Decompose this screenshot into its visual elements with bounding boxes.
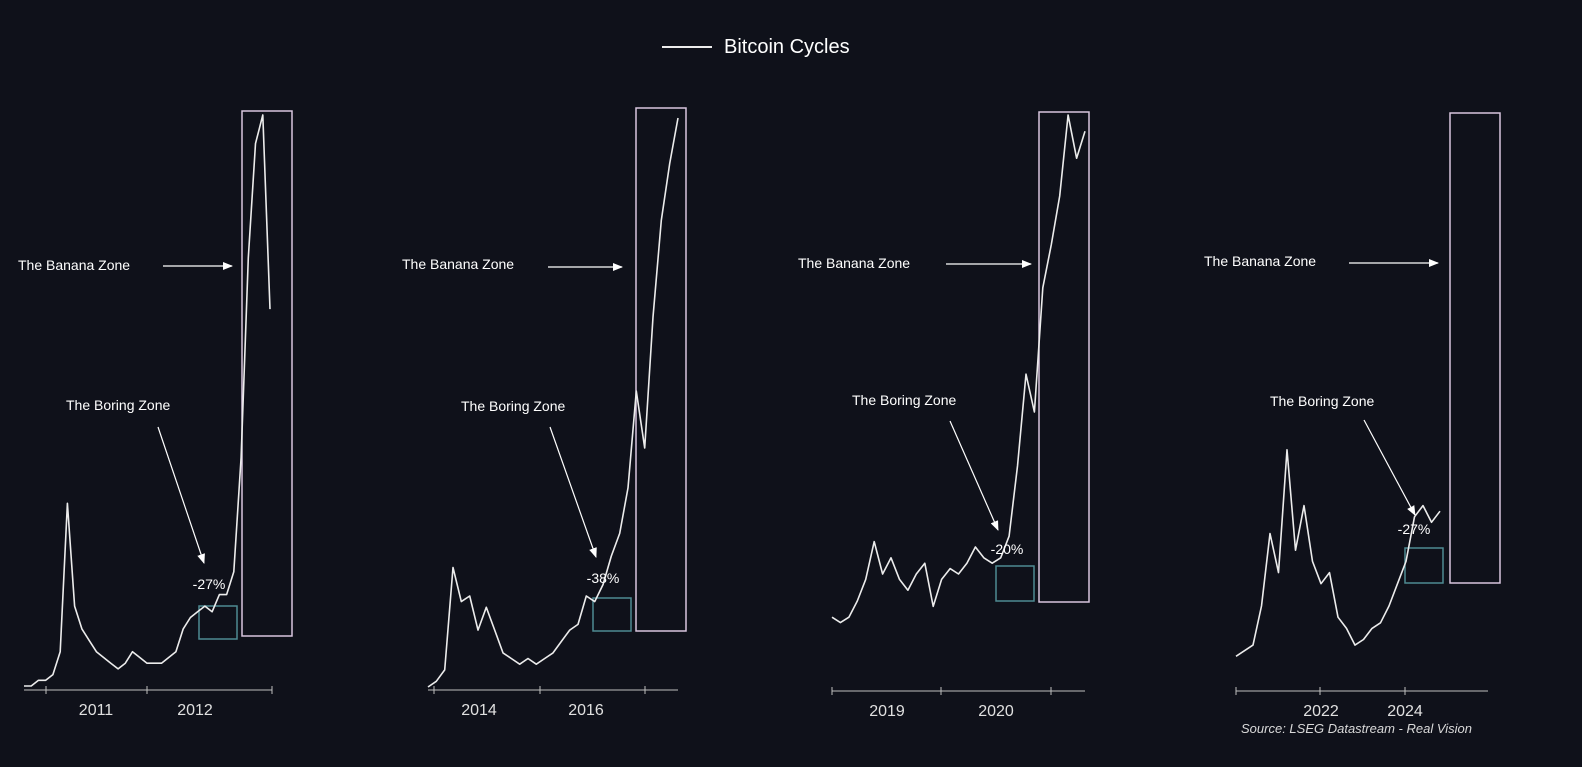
x-tick-label: 2020 — [978, 703, 1014, 720]
banana-zone-label: The Banana Zone — [18, 257, 130, 273]
price-series-line — [831, 114, 1086, 624]
cycle-panel-3: 2019 2020 The Banana Zone The Boring Zone -2… — [798, 111, 1090, 720]
x-tick-label: 2024 — [1387, 703, 1423, 720]
cycle-panels: 2011 2012 The Banana Zone The Boring Zone -2… — [18, 107, 1501, 720]
boring-zone-label: The Boring Zone — [66, 397, 170, 413]
banana-zone-label: The Banana Zone — [798, 255, 910, 271]
banana-zone-label: The Banana Zone — [402, 256, 514, 272]
boring-zone-box — [592, 597, 632, 632]
boring-zone-arrow — [157, 426, 205, 564]
boring-zone-arrow — [549, 426, 597, 558]
price-series-line — [427, 117, 679, 688]
boring-zone-box — [1404, 547, 1444, 584]
price-series-line — [24, 114, 271, 687]
banana-zone-box — [635, 107, 687, 632]
x-tick-label: 2011 — [79, 702, 114, 719]
x-tick-label: 2016 — [568, 702, 604, 719]
drawdown-label: -20% — [991, 541, 1024, 557]
x-tick-label: 2019 — [869, 703, 905, 720]
x-tick-label: 2022 — [1303, 703, 1339, 720]
chart-title: Bitcoin Cycles — [724, 36, 850, 58]
source-note: Source: LSEG Datastream - Real Vision — [1241, 721, 1472, 736]
drawdown-label: -27% — [1398, 521, 1431, 537]
banana-zone-box — [1449, 112, 1501, 584]
banana-zone-box — [241, 110, 293, 637]
boring-zone-box — [198, 605, 238, 640]
cycle-panel-2: 2014 2016 The Banana Zone The Boring Zone -3… — [402, 107, 687, 719]
banana-zone-label: The Banana Zone — [1204, 253, 1316, 269]
banana-zone-box — [1038, 111, 1090, 603]
boring-zone-box — [995, 565, 1035, 602]
boring-zone-label: The Boring Zone — [461, 398, 565, 414]
drawdown-label: -27% — [193, 576, 226, 592]
boring-zone-arrow — [949, 420, 999, 531]
cycle-panel-1: 2011 2012 The Banana Zone The Boring Zone -2… — [18, 110, 293, 719]
boring-zone-label: The Boring Zone — [1270, 393, 1374, 409]
drawdown-label: -38% — [587, 570, 620, 586]
price-series-line — [1235, 448, 1441, 657]
cycle-panel-4: 2022 2024 The Banana Zone The Boring Zone -2… — [1204, 112, 1501, 720]
boring-zone-label: The Boring Zone — [852, 392, 956, 408]
legend: Bitcoin Cycles — [662, 36, 850, 58]
x-tick-label: 2014 — [461, 702, 497, 719]
boring-zone-arrow — [1363, 419, 1416, 516]
x-tick-label: 2012 — [177, 702, 213, 719]
